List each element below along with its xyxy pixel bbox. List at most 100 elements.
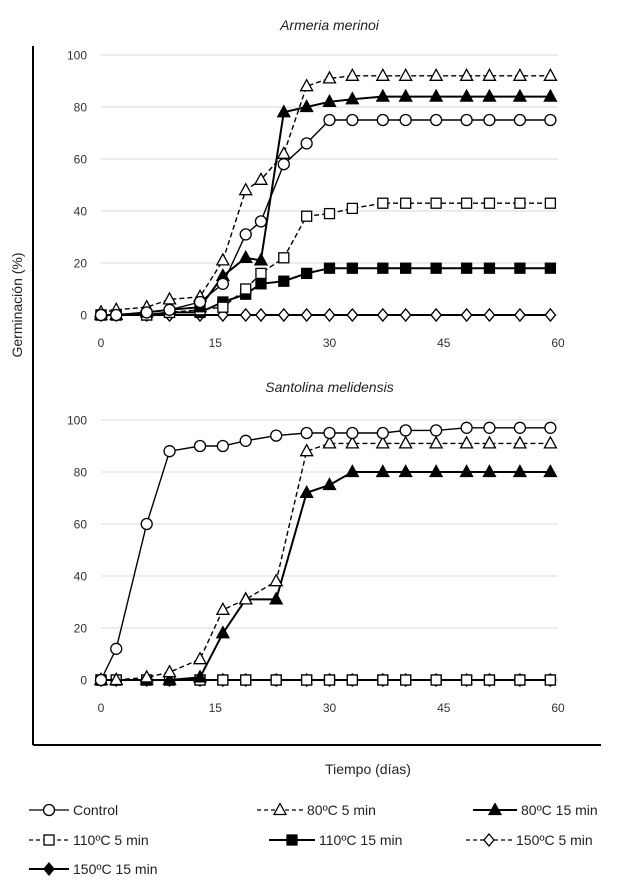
- data-point: [276, 145, 291, 159]
- data-point: [240, 283, 252, 295]
- data-point: [482, 67, 497, 81]
- data-point: [162, 672, 177, 686]
- legend-marker: [286, 834, 298, 846]
- data-point: [399, 113, 412, 127]
- legend-swatch-110c-5min: [29, 834, 69, 846]
- data-point: [400, 674, 412, 686]
- data-point: [459, 88, 474, 102]
- data-point: [398, 464, 413, 478]
- data-point: [299, 443, 314, 457]
- data-point: [323, 207, 336, 220]
- data-point: [482, 88, 497, 102]
- data-point: [430, 262, 442, 274]
- legend-label: 110ºC 15 min: [319, 832, 403, 848]
- data-point: [346, 307, 359, 323]
- data-point: [377, 262, 389, 274]
- y-tick-label: 40: [74, 570, 88, 584]
- data-point: [429, 113, 443, 127]
- data-point: [253, 171, 269, 185]
- x-tick-label: 60: [551, 336, 565, 350]
- data-point: [269, 591, 284, 605]
- data-point: [269, 573, 284, 587]
- data-point: [139, 669, 154, 683]
- data-point: [377, 197, 389, 209]
- data-point: [514, 674, 526, 686]
- legend-item-control: Control: [28, 802, 118, 818]
- data-point: [512, 464, 528, 478]
- data-point: [253, 252, 269, 266]
- data-point: [375, 67, 390, 81]
- data-point: [483, 674, 496, 686]
- data-point: [459, 67, 474, 81]
- data-point: [215, 252, 230, 266]
- data-point: [514, 197, 526, 209]
- data-point: [512, 67, 528, 81]
- data-point: [239, 434, 252, 447]
- legend-label: 80ºC 5 min: [307, 802, 376, 818]
- data-point: [400, 197, 412, 209]
- data-point: [300, 426, 313, 440]
- data-point: [300, 210, 313, 222]
- data-point: [544, 421, 557, 434]
- series-control: [94, 113, 557, 322]
- data-point: [238, 249, 253, 263]
- data-point: [300, 137, 313, 150]
- data-point: [163, 445, 176, 458]
- data-point: [460, 113, 473, 127]
- data-point: [376, 426, 389, 440]
- data-point: [543, 435, 558, 449]
- data-point: [482, 435, 497, 449]
- data-point: [399, 307, 412, 323]
- data-point: [300, 674, 313, 686]
- data-point: [238, 591, 253, 605]
- data-point: [323, 307, 336, 323]
- data-point: [514, 307, 526, 323]
- legend-item-150c-5min: 150ºC 5 min: [465, 832, 593, 848]
- y-tick-label: 100: [67, 49, 87, 63]
- legend-swatch-80c-15min: [473, 803, 517, 816]
- data-point: [429, 67, 444, 81]
- data-point: [299, 78, 314, 92]
- data-point: [217, 301, 229, 313]
- legend-marker: [43, 834, 55, 846]
- data-point: [215, 601, 230, 615]
- data-point: [239, 307, 252, 323]
- data-point: [460, 197, 473, 209]
- data-point: [346, 674, 359, 686]
- legend-label: 110ºC 5 min: [73, 832, 149, 848]
- data-point: [544, 197, 557, 209]
- data-point: [377, 674, 389, 686]
- data-point: [375, 88, 390, 102]
- data-point: [483, 262, 496, 274]
- data-point: [323, 262, 336, 274]
- data-point: [94, 308, 108, 322]
- data-point: [278, 275, 290, 287]
- data-point: [482, 464, 497, 478]
- data-point: [460, 262, 473, 274]
- data-point: [429, 88, 444, 102]
- y-tick-label: 100: [67, 414, 87, 428]
- y-tick-label: 20: [74, 257, 88, 271]
- legend-label: 150ºC 15 min: [73, 861, 158, 877]
- data-point: [140, 306, 153, 319]
- data-point: [216, 439, 230, 453]
- data-point: [322, 93, 337, 107]
- data-point: [322, 435, 337, 449]
- y-tick-label: 0: [80, 309, 87, 323]
- x-tick-label: 0: [98, 701, 105, 715]
- legend-swatch-150c-15min: [29, 862, 69, 876]
- data-point: [255, 278, 267, 290]
- data-point: [299, 484, 314, 498]
- data-point: [543, 67, 558, 81]
- data-point: [429, 424, 443, 437]
- x-tick-label: 30: [323, 701, 337, 715]
- legend-label: 150ºC 5 min: [516, 832, 593, 848]
- legend-marker: [42, 803, 56, 817]
- data-point: [544, 307, 557, 323]
- data-point: [94, 673, 108, 687]
- data-point: [109, 672, 124, 686]
- data-point: [110, 308, 123, 322]
- data-point: [430, 307, 442, 323]
- data-point: [512, 435, 528, 449]
- data-point: [277, 158, 290, 171]
